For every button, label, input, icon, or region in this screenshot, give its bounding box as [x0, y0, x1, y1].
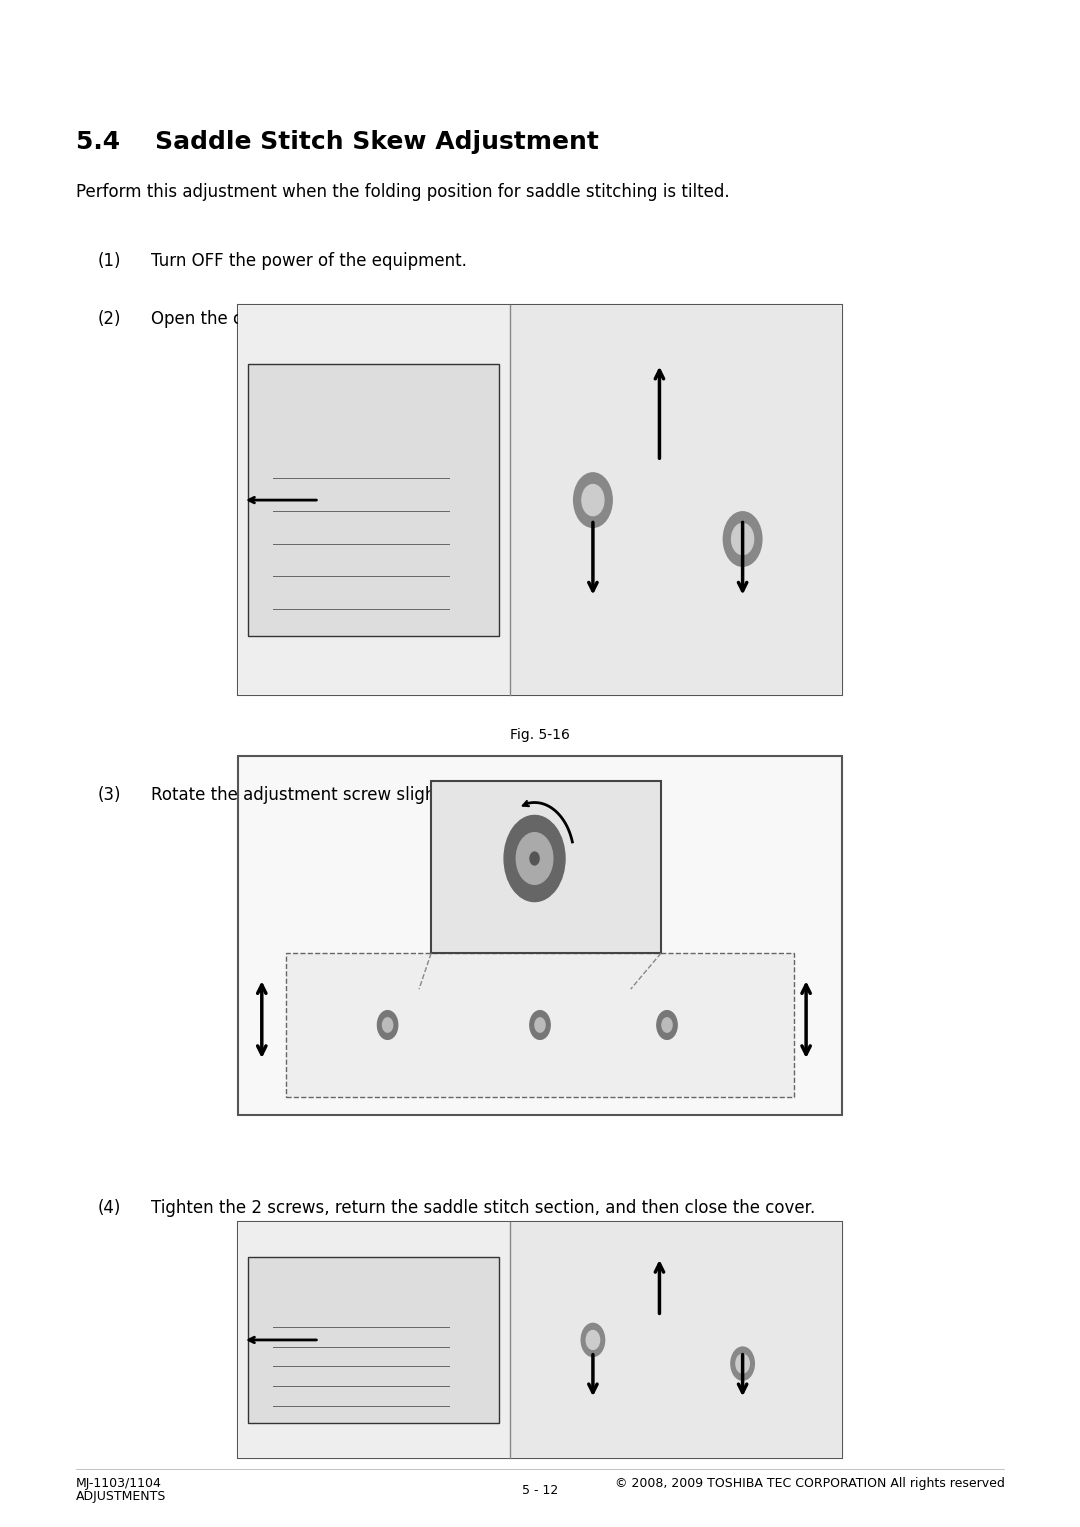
Bar [510, 305, 842, 695]
Circle shape [586, 1330, 599, 1350]
Text: (1): (1) [97, 252, 121, 270]
Text: Tighten the 2 screws, return the saddle stitch section, and then close the cover: Tighten the 2 screws, return the saddle … [151, 1199, 815, 1217]
Circle shape [530, 852, 539, 864]
Text: Rotate the adjustment screw slightly.: Rotate the adjustment screw slightly. [151, 786, 459, 805]
Text: Open the cover, pull out the saddle stitch section, and then loosen the 2 screws: Open the cover, pull out the saddle stit… [151, 310, 822, 328]
Circle shape [724, 512, 761, 567]
Circle shape [516, 832, 553, 884]
Bar [238, 1222, 842, 1458]
Circle shape [731, 524, 754, 554]
Circle shape [573, 473, 612, 527]
Text: 5 - 12: 5 - 12 [522, 1484, 558, 1498]
Circle shape [657, 1011, 677, 1040]
Text: MJ-1103/1104: MJ-1103/1104 [76, 1477, 162, 1490]
Bar [286, 953, 794, 1096]
Circle shape [504, 815, 565, 901]
Bar [238, 305, 510, 695]
Circle shape [582, 484, 604, 516]
Circle shape [530, 1011, 550, 1040]
Text: © 2008, 2009 TOSHIBA TEC CORPORATION All rights reserved: © 2008, 2009 TOSHIBA TEC CORPORATION All… [615, 1477, 1004, 1490]
Text: Fig. 5-16: Fig. 5-16 [510, 728, 570, 742]
Text: ADJUSTMENTS: ADJUSTMENTS [76, 1490, 166, 1504]
Bar [431, 780, 661, 953]
Bar [238, 305, 842, 695]
Text: (4): (4) [97, 1199, 121, 1217]
Circle shape [662, 1019, 672, 1032]
Text: (3): (3) [97, 786, 121, 805]
Bar [238, 1222, 510, 1458]
Circle shape [382, 1019, 393, 1032]
Circle shape [731, 1347, 754, 1380]
Bar [248, 363, 499, 637]
Bar [510, 1222, 842, 1458]
Text: Perform this adjustment when the folding position for saddle stitching is tilted: Perform this adjustment when the folding… [76, 183, 729, 202]
Circle shape [581, 1324, 605, 1356]
Bar [238, 756, 842, 1115]
Text: (2): (2) [97, 310, 121, 328]
Circle shape [377, 1011, 397, 1040]
Circle shape [735, 1354, 750, 1373]
Text: 5.4    Saddle Stitch Skew Adjustment: 5.4 Saddle Stitch Skew Adjustment [76, 130, 598, 154]
Circle shape [535, 1019, 545, 1032]
Text: Turn OFF the power of the equipment.: Turn OFF the power of the equipment. [151, 252, 467, 270]
Bar [248, 1257, 499, 1423]
